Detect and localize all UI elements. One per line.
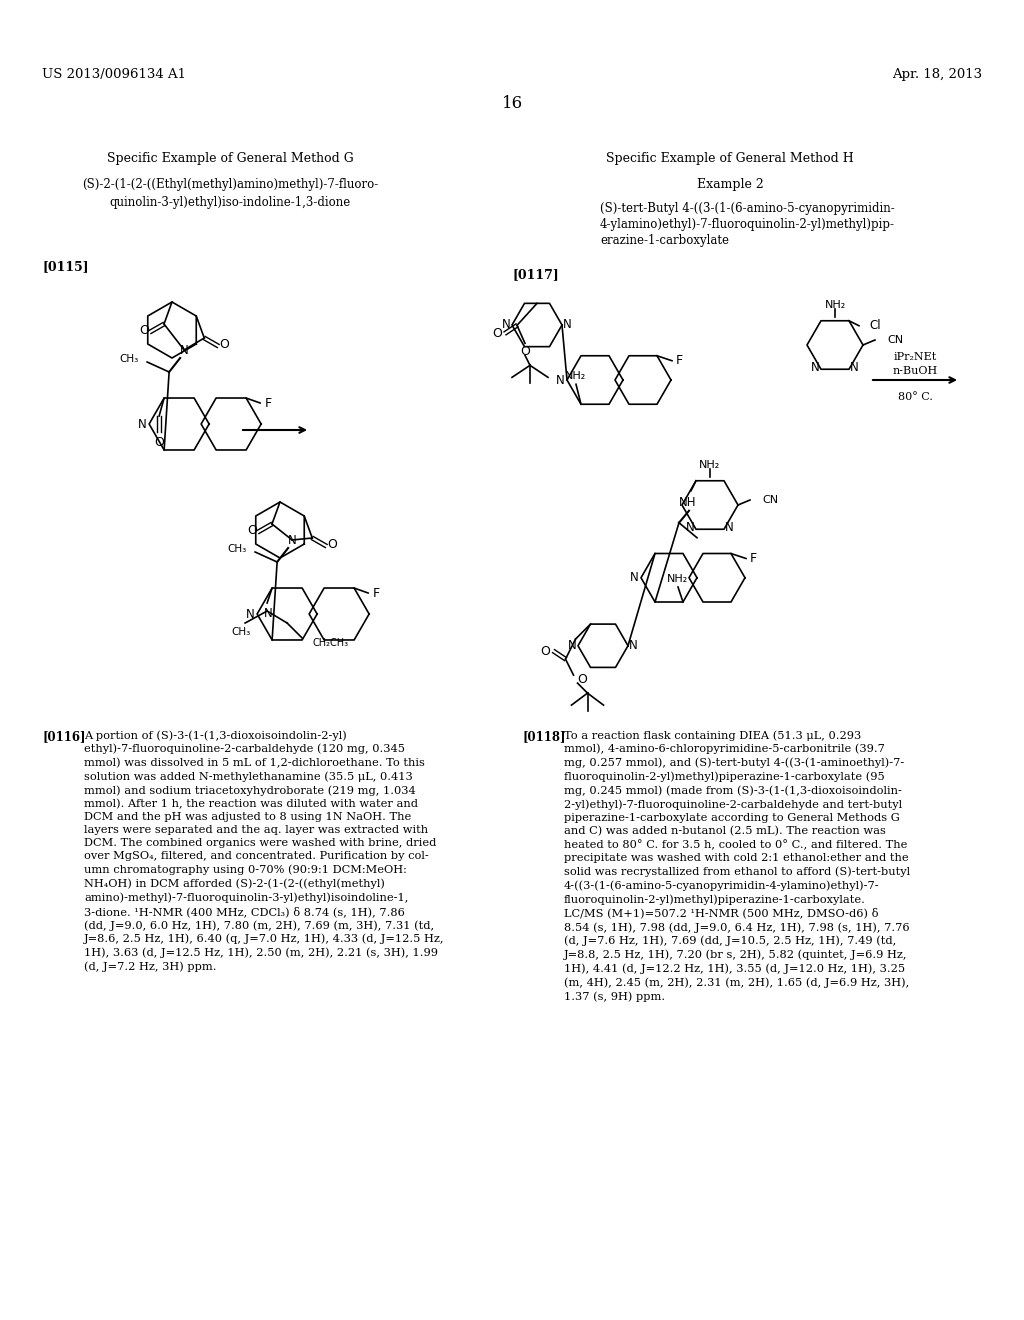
Text: N: N: [630, 572, 639, 585]
Text: NH: NH: [679, 496, 696, 510]
Text: N: N: [502, 318, 511, 331]
Text: iPr₂NEt: iPr₂NEt: [893, 352, 937, 362]
Text: O: O: [328, 537, 337, 550]
Text: N: N: [686, 521, 695, 533]
Text: O: O: [520, 345, 530, 358]
Text: NH₂: NH₂: [668, 574, 688, 583]
Text: N: N: [568, 639, 577, 652]
Text: Example 2: Example 2: [696, 178, 763, 191]
Text: To a reaction flask containing DIEA (51.3 μL, 0.293
mmol), 4-amino-6-chloropyrim: To a reaction flask containing DIEA (51.…: [564, 730, 910, 1002]
Text: N: N: [288, 535, 297, 548]
Text: O: O: [493, 327, 502, 339]
Text: US 2013/0096134 A1: US 2013/0096134 A1: [42, 69, 186, 81]
Text: N: N: [138, 417, 147, 430]
Text: F: F: [264, 396, 271, 409]
Text: N: N: [264, 606, 272, 619]
Text: N: N: [629, 639, 638, 652]
Text: N: N: [556, 374, 565, 387]
Text: O: O: [578, 673, 588, 685]
Text: CH₃: CH₃: [228, 544, 247, 554]
Text: A portion of (S)-3-(1-(1,3-dioxoisoindolin-2-yl)
ethyl)-7-fluoroquinoline-2-carb: A portion of (S)-3-(1-(1,3-dioxoisoindol…: [84, 730, 444, 972]
Text: O: O: [155, 436, 164, 449]
Text: CN: CN: [887, 335, 903, 345]
Text: CH₃: CH₃: [231, 627, 251, 638]
Text: [0115]: [0115]: [42, 260, 89, 273]
Text: O: O: [219, 338, 229, 351]
Text: F: F: [676, 354, 683, 367]
Text: 80° C.: 80° C.: [898, 392, 933, 403]
Text: 4-ylamino)ethyl)-7-fluoroquinolin-2-yl)methyl)pip-: 4-ylamino)ethyl)-7-fluoroquinolin-2-yl)m…: [600, 218, 895, 231]
Text: O: O: [247, 524, 257, 536]
Text: O: O: [139, 323, 148, 337]
Text: Specific Example of General Method H: Specific Example of General Method H: [606, 152, 854, 165]
Text: [0118]: [0118]: [522, 730, 565, 743]
Text: N: N: [811, 360, 820, 374]
Text: CN: CN: [762, 495, 778, 506]
Text: Apr. 18, 2013: Apr. 18, 2013: [892, 69, 982, 81]
Text: O: O: [541, 644, 551, 657]
Text: NH₂: NH₂: [699, 459, 721, 470]
Text: CH₂CH₃: CH₂CH₃: [312, 638, 348, 648]
Text: quinolin-3-yl)ethyl)iso-indoline-1,3-dione: quinolin-3-yl)ethyl)iso-indoline-1,3-dio…: [110, 195, 350, 209]
Text: N: N: [180, 345, 188, 358]
Text: F: F: [373, 586, 380, 599]
Text: (S)-tert-Butyl 4-((3-(1-(6-amino-5-cyanopyrimidin-: (S)-tert-Butyl 4-((3-(1-(6-amino-5-cyano…: [600, 202, 895, 215]
Text: [0116]: [0116]: [42, 730, 85, 743]
Text: (S)-2-(1-(2-((Ethyl(methyl)amino)methyl)-7-fluoro-: (S)-2-(1-(2-((Ethyl(methyl)amino)methyl)…: [82, 178, 378, 191]
Text: N: N: [850, 360, 859, 374]
Text: F: F: [750, 552, 757, 565]
Text: N: N: [725, 521, 734, 533]
Text: erazine-1-carboxylate: erazine-1-carboxylate: [600, 234, 729, 247]
Text: NH₂: NH₂: [824, 300, 846, 310]
Text: NH₂: NH₂: [565, 371, 587, 381]
Text: Cl: Cl: [869, 319, 881, 333]
Text: n-BuOH: n-BuOH: [892, 366, 938, 376]
Text: CH₃: CH₃: [120, 354, 139, 364]
Text: Specific Example of General Method G: Specific Example of General Method G: [106, 152, 353, 165]
Text: [0117]: [0117]: [512, 268, 559, 281]
Text: 16: 16: [502, 95, 522, 112]
Text: N: N: [563, 318, 571, 331]
Text: N: N: [247, 607, 255, 620]
